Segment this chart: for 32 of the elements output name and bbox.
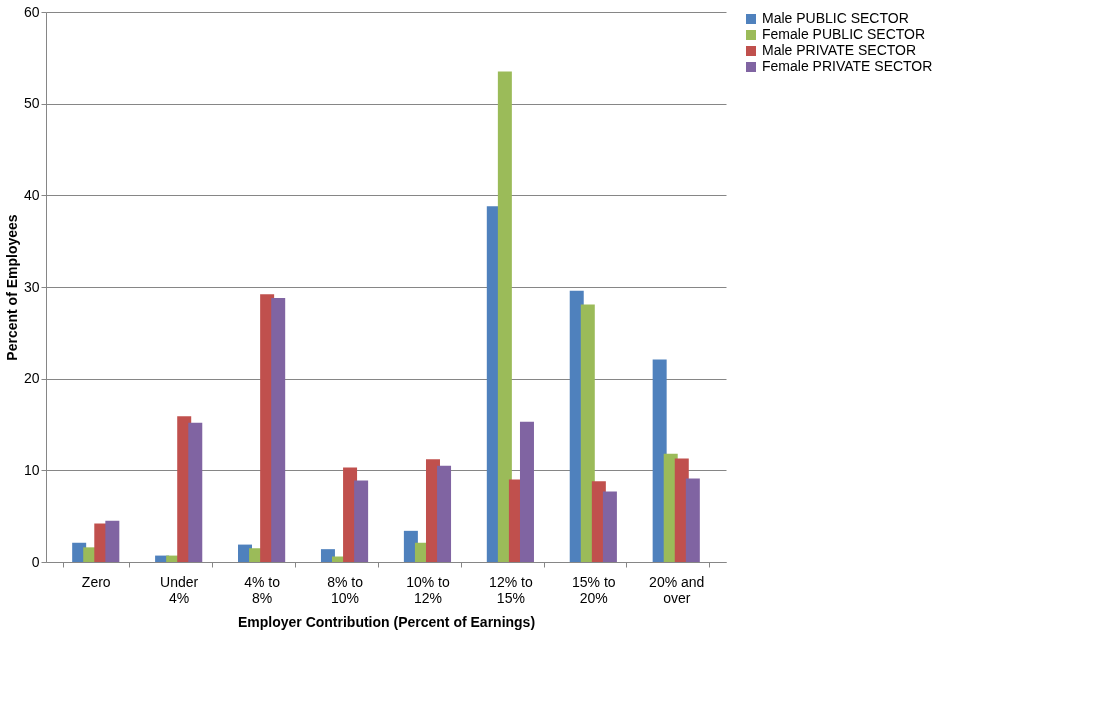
bar: [497, 71, 512, 562]
bar: [320, 549, 335, 562]
bar: [437, 465, 452, 562]
bar: [519, 421, 534, 562]
legend-label: Male PUBLIC SECTOR: [762, 10, 909, 26]
bar: [188, 422, 203, 562]
x-tick-label: 20% and over: [649, 573, 705, 606]
y-tick-label: 0: [31, 553, 40, 570]
y-tick-label: 40: [23, 186, 40, 203]
bar: [105, 520, 120, 562]
bar: [602, 491, 617, 562]
legend-label: Female PRIVATE SECTOR: [762, 58, 933, 74]
y-tick-label: 20: [23, 370, 40, 387]
x-tick-label: Under 4%: [160, 573, 199, 606]
legend-label: Male PRIVATE SECTOR: [762, 42, 917, 58]
x-tick-label: 15% to 20%: [572, 573, 616, 606]
legend-label: Female PUBLIC SECTOR: [762, 26, 926, 42]
y-axis-title: Percent of Employees: [3, 214, 20, 361]
bar: [580, 304, 595, 562]
x-tick-label: 4% to 8%: [244, 573, 281, 606]
bar: [354, 480, 369, 562]
x-tick-label: 10% to 12%: [406, 573, 450, 606]
y-tick-label: 30: [23, 278, 40, 295]
bar: [271, 298, 286, 562]
y-tick-label: 10: [23, 461, 40, 478]
x-tick-label: 12% to 15%: [489, 573, 533, 606]
x-axis-title: Employer Contribution (Percent of Earnings): [237, 613, 536, 630]
bar: [685, 478, 700, 562]
y-tick-label: 60: [23, 3, 40, 20]
x-tick-label: 8% to 10%: [327, 573, 364, 606]
y-tick-label: 50: [23, 95, 40, 112]
x-tick-label: Zero: [81, 573, 111, 590]
